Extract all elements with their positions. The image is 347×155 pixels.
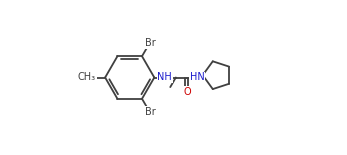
Text: Br: Br	[145, 38, 156, 48]
Text: NH: NH	[158, 73, 172, 82]
Text: O: O	[183, 87, 191, 97]
Text: CH₃: CH₃	[77, 73, 95, 82]
Text: Br: Br	[145, 107, 156, 117]
Text: HN: HN	[190, 73, 205, 82]
